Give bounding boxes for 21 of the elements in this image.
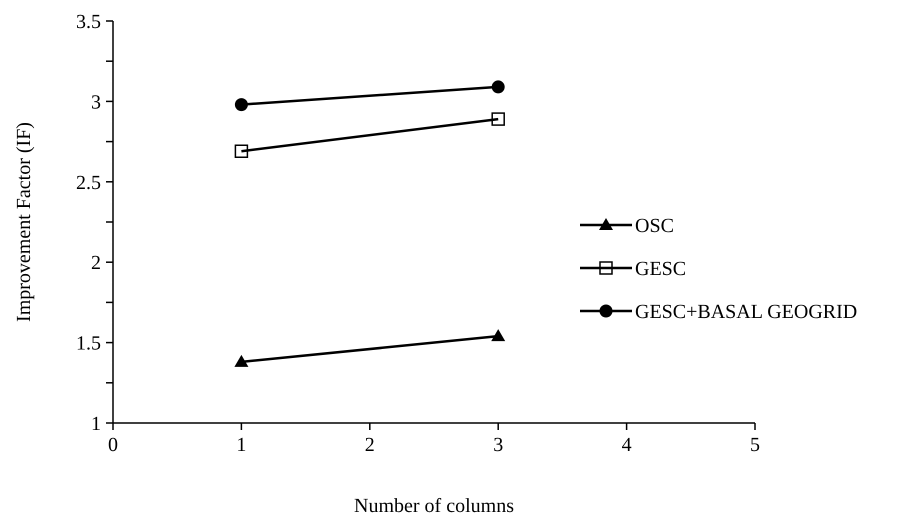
x-tick-label: 1 xyxy=(236,434,246,456)
x-tick-label: 5 xyxy=(750,434,760,456)
y-tick-label: 3.5 xyxy=(76,11,101,33)
legend-label: GESC xyxy=(635,258,686,280)
legend-label: OSC xyxy=(635,215,674,237)
x-axis-title: Number of columns xyxy=(354,495,514,517)
point xyxy=(491,112,505,126)
y-tick-label: 2 xyxy=(91,252,101,274)
x-tick-label: 0 xyxy=(108,434,118,456)
legend-label: GESC+BASAL GEOGRID xyxy=(635,301,858,323)
y-tick-label: 1 xyxy=(91,413,101,435)
x-tick-label: 4 xyxy=(622,434,632,456)
point xyxy=(234,144,248,158)
x-tick-label: 2 xyxy=(364,434,375,456)
y-tick-label: 3 xyxy=(91,91,101,114)
y-tick-label: 2.5 xyxy=(76,172,101,194)
y-axis-title: Improvement Factor (IF) xyxy=(13,122,35,322)
point xyxy=(234,98,248,112)
point xyxy=(492,80,505,94)
x-tick-label: 3 xyxy=(493,434,504,456)
y-tick-label: 1.5 xyxy=(76,332,101,355)
